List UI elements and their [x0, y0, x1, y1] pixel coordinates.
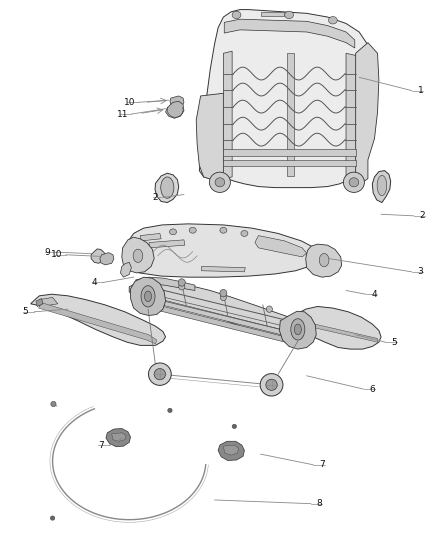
Ellipse shape [266, 379, 277, 390]
Polygon shape [120, 262, 131, 277]
Polygon shape [91, 249, 105, 263]
Ellipse shape [51, 401, 56, 407]
Text: 1: 1 [417, 86, 424, 95]
Polygon shape [122, 237, 154, 273]
Polygon shape [261, 12, 284, 16]
Polygon shape [223, 160, 356, 166]
Text: 6: 6 [369, 385, 375, 393]
Ellipse shape [241, 230, 248, 237]
Polygon shape [291, 319, 378, 342]
Ellipse shape [343, 172, 364, 192]
Text: 8: 8 [317, 499, 323, 508]
Text: 5: 5 [391, 338, 397, 346]
Polygon shape [223, 51, 232, 179]
Text: 2: 2 [153, 193, 158, 201]
Ellipse shape [179, 284, 185, 290]
Ellipse shape [285, 11, 293, 19]
Polygon shape [218, 441, 244, 461]
Text: 4: 4 [372, 290, 377, 298]
Polygon shape [106, 429, 131, 447]
Polygon shape [136, 277, 195, 290]
Polygon shape [287, 53, 294, 176]
Ellipse shape [170, 229, 177, 235]
Polygon shape [255, 236, 307, 257]
Text: 10: 10 [51, 251, 63, 259]
Ellipse shape [148, 363, 171, 385]
Ellipse shape [260, 374, 283, 396]
Ellipse shape [294, 324, 301, 335]
Polygon shape [31, 294, 166, 345]
Ellipse shape [50, 516, 55, 520]
Polygon shape [196, 93, 223, 181]
Ellipse shape [349, 178, 359, 187]
Ellipse shape [145, 291, 152, 302]
Text: 9: 9 [44, 248, 50, 256]
Polygon shape [288, 306, 381, 349]
Ellipse shape [220, 294, 226, 301]
Polygon shape [356, 43, 379, 182]
Polygon shape [224, 19, 355, 48]
Ellipse shape [141, 286, 155, 307]
Ellipse shape [232, 11, 241, 19]
Ellipse shape [133, 249, 143, 263]
Polygon shape [170, 96, 184, 108]
Ellipse shape [189, 228, 196, 233]
Polygon shape [149, 240, 185, 248]
Polygon shape [136, 300, 307, 348]
Polygon shape [223, 149, 356, 156]
Text: 7: 7 [319, 461, 325, 469]
Polygon shape [372, 171, 391, 203]
Ellipse shape [215, 178, 225, 187]
Polygon shape [199, 10, 368, 188]
Polygon shape [100, 253, 114, 265]
Polygon shape [136, 293, 307, 341]
Polygon shape [36, 298, 43, 306]
Text: 11: 11 [117, 110, 128, 118]
Text: 3: 3 [417, 268, 424, 276]
Polygon shape [223, 445, 239, 455]
Ellipse shape [220, 289, 227, 297]
Text: 5: 5 [22, 308, 28, 316]
Polygon shape [124, 224, 319, 277]
Ellipse shape [154, 369, 166, 379]
Polygon shape [131, 277, 166, 316]
Polygon shape [155, 173, 179, 203]
Ellipse shape [266, 306, 272, 312]
Ellipse shape [291, 319, 305, 340]
Polygon shape [39, 303, 157, 344]
Text: 10: 10 [124, 98, 135, 107]
Polygon shape [201, 266, 245, 272]
Ellipse shape [328, 17, 337, 24]
Ellipse shape [161, 177, 174, 198]
Polygon shape [39, 297, 58, 306]
Polygon shape [279, 311, 316, 349]
Ellipse shape [319, 253, 329, 266]
Polygon shape [166, 101, 184, 118]
Ellipse shape [377, 175, 387, 196]
Text: 7: 7 [98, 441, 104, 449]
Ellipse shape [209, 172, 230, 192]
Ellipse shape [220, 228, 227, 233]
Polygon shape [306, 244, 342, 277]
Polygon shape [140, 233, 161, 241]
Ellipse shape [168, 408, 172, 413]
Text: 4: 4 [92, 278, 97, 287]
Ellipse shape [178, 279, 185, 286]
Text: 2: 2 [420, 212, 425, 220]
Polygon shape [129, 280, 307, 337]
Polygon shape [112, 433, 126, 441]
Ellipse shape [232, 424, 237, 429]
Polygon shape [346, 53, 356, 177]
